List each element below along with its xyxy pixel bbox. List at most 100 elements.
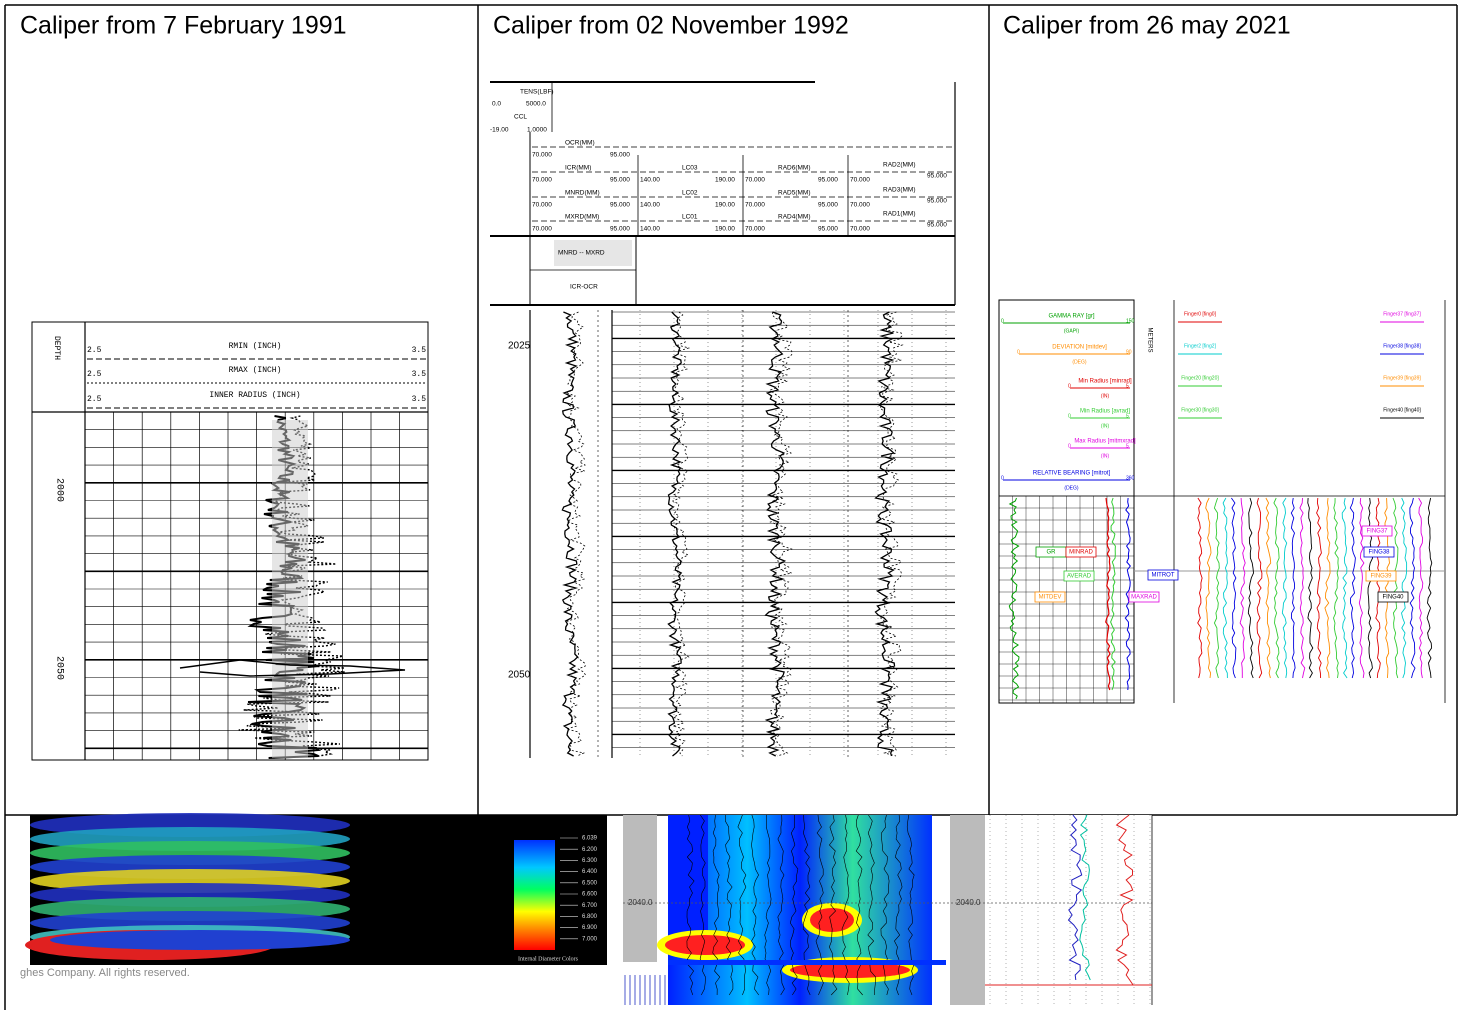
log-curve — [1290, 497, 1296, 679]
label: 6.200 — [582, 847, 598, 853]
log-curve — [1079, 814, 1091, 981]
label: 95.000 — [610, 177, 630, 184]
curve-tag — [1065, 546, 1097, 558]
log-curve — [1256, 497, 1263, 679]
curve-tag — [1147, 569, 1179, 581]
label: Min Radius [minrad] — [1078, 379, 1132, 385]
label: GAMMA RAY [gr] — [1048, 314, 1094, 320]
label: (DEG) — [1064, 485, 1079, 491]
label: 70.000 — [532, 202, 552, 209]
log-curve — [1247, 497, 1254, 679]
label: FING39 — [1370, 574, 1392, 580]
label: 95.000 — [818, 202, 838, 209]
curve-tag — [1063, 570, 1095, 582]
label: 2050 — [53, 656, 64, 680]
label: 95.000 — [610, 152, 630, 159]
label: (GAPI) — [1064, 328, 1080, 334]
hot-spot — [665, 935, 745, 955]
label: LC01 — [682, 214, 698, 221]
label: (DEG) — [1072, 359, 1087, 365]
label: 140.00 — [640, 177, 660, 184]
label: 95.000 — [610, 226, 630, 233]
dotted-fill — [272, 420, 308, 758]
label: 1.0000 — [527, 127, 547, 134]
label: RAD5(MM) — [778, 190, 811, 197]
log-curve — [1205, 497, 1212, 679]
label: ICR-OCR — [570, 284, 598, 291]
inset — [623, 962, 668, 1005]
log-curve — [1426, 497, 1433, 679]
label: MITROT — [1152, 573, 1175, 579]
curve-tag — [1361, 525, 1393, 537]
label: 70.000 — [532, 226, 552, 233]
log-curve — [1222, 497, 1228, 679]
log-curve — [1392, 497, 1399, 679]
label: OCR(MM) — [565, 140, 595, 147]
label: 150 — [1126, 318, 1135, 324]
depth-title: DEPTH — [52, 336, 61, 360]
log-curve — [1281, 497, 1288, 679]
cell-header: Caliper from 7 February 1991 — [20, 12, 347, 40]
label: 2.5 — [87, 370, 102, 379]
label: 2.5 — [87, 346, 102, 355]
label: CCL — [514, 114, 527, 121]
label: 6.500 — [582, 880, 598, 886]
gray-strip — [950, 815, 985, 1005]
label: Max Radius [mitmxrad] — [1074, 439, 1136, 445]
label: 0 — [1068, 413, 1071, 419]
label: MAXRAD — [1131, 595, 1157, 601]
log-curve — [1333, 497, 1339, 679]
label: 2040.0 — [628, 898, 653, 907]
log-curve — [1299, 497, 1306, 679]
label: 190.00 — [715, 226, 735, 233]
label: 2000 — [53, 478, 64, 502]
label: 70.000 — [850, 177, 870, 184]
label: 6.039 — [582, 836, 598, 842]
label: ICR(MM) — [565, 165, 591, 172]
label: 360 — [1126, 475, 1135, 481]
log-curve — [1375, 497, 1381, 679]
label: -19.00 — [490, 127, 509, 134]
label: RAD2(MM) — [883, 162, 916, 169]
log-curve — [671, 311, 691, 757]
curve-tag — [1128, 591, 1160, 603]
curve-tag — [1034, 591, 1066, 603]
label: 2050 — [508, 670, 531, 681]
label: RMAX (INCH) — [229, 366, 282, 375]
label: DEVIATION [mitdev] — [1052, 345, 1107, 351]
log-curve — [1409, 497, 1416, 679]
label: 0.0 — [492, 101, 501, 108]
label: 6.700 — [582, 903, 598, 909]
log-curve — [1418, 497, 1424, 679]
label: 3.5 — [412, 346, 427, 355]
label: MXRD(MM) — [565, 214, 599, 221]
label: (IN) — [1101, 423, 1110, 429]
log-curve — [1213, 497, 1220, 679]
log-curve — [1265, 497, 1272, 679]
label: 90 — [1126, 349, 1132, 355]
label: AVERAD — [1067, 574, 1092, 580]
label: TENS(LBF) — [520, 89, 554, 96]
label: 70.000 — [745, 177, 765, 184]
log-curve — [667, 311, 683, 757]
label: Finger40 [fing40] — [1383, 407, 1421, 413]
label: Finger39 [fing39] — [1383, 375, 1421, 381]
marker-bar — [668, 960, 946, 965]
label: LC03 — [682, 165, 698, 172]
log-curve — [1400, 497, 1408, 679]
label: RAD6(MM) — [778, 165, 811, 172]
label: 95.000 — [610, 202, 630, 209]
label: RAD3(MM) — [883, 187, 916, 194]
label: 95.000 — [927, 173, 947, 180]
label: Finger20 [fing20] — [1181, 375, 1219, 381]
label: (IN) — [1101, 393, 1110, 399]
label: Finger0 [fing0] — [1184, 311, 1217, 317]
log-curve — [1273, 497, 1280, 679]
cell-header: Caliper from 26 may 2021 — [1003, 12, 1291, 40]
label: 6.900 — [582, 925, 598, 931]
label: 0 — [1017, 349, 1020, 355]
label: 140.00 — [640, 226, 660, 233]
log-curve — [1349, 497, 1356, 679]
label: 6.400 — [582, 869, 598, 875]
